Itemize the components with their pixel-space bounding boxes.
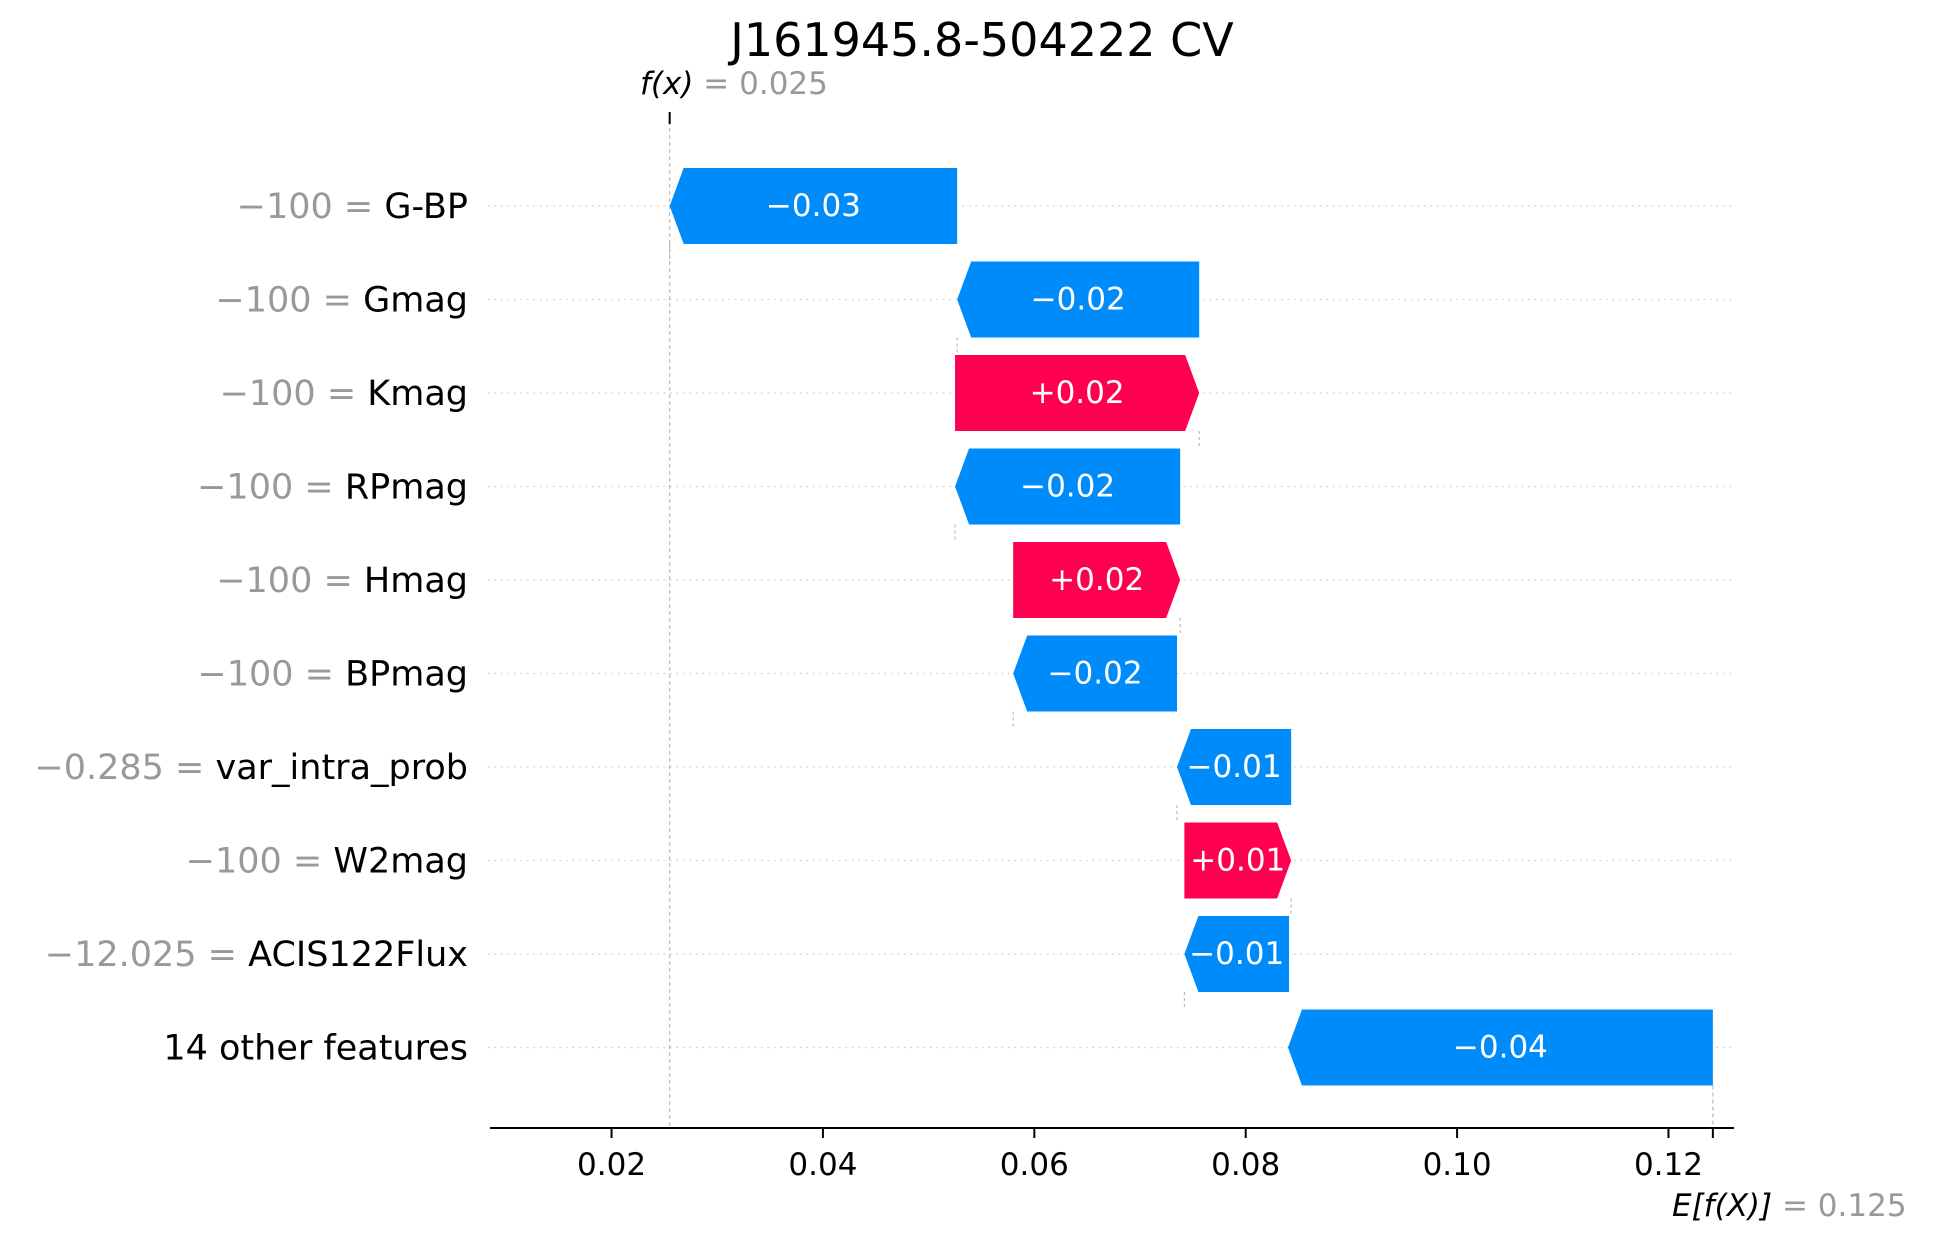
bar-value-label: +0.02 [1049, 562, 1144, 598]
efx-label: E[f(X)] [1672, 1188, 1772, 1224]
feature-name: W2mag [333, 842, 468, 882]
feature-value: −100 = [197, 468, 345, 508]
shap-bar [955, 448, 1181, 525]
shap-bar [669, 168, 958, 244]
shap-bar [1184, 822, 1292, 899]
bar-value-label: −0.01 [1187, 749, 1282, 785]
chart-title: J161945.8-504222 CV [727, 13, 1234, 67]
feature-label: 14 other features [163, 1029, 468, 1069]
feature-label: −100 = W2mag [186, 842, 468, 882]
feature-name: Gmag [363, 281, 468, 321]
bar-value-label: −0.02 [1031, 282, 1126, 318]
x-tick-label: 0.08 [1211, 1147, 1280, 1183]
efx-value: = 0.125 [1772, 1188, 1906, 1224]
feature-value: −100 = [216, 561, 364, 601]
feature-label: −100 = G-BP [237, 187, 468, 227]
bar-value-label: +0.02 [1030, 375, 1125, 411]
shap-bar [1013, 635, 1178, 712]
bar-value-label: +0.01 [1190, 843, 1285, 879]
feature-label: −0.285 = var_intra_prob [34, 748, 468, 788]
x-tick-label: 0.06 [1000, 1147, 1069, 1183]
x-tick-label: 0.10 [1423, 1147, 1492, 1183]
shap-bar [955, 355, 1200, 431]
efx-annotation: E[f(X)] = 0.125 [1672, 1188, 1907, 1224]
shap-bar [1287, 1009, 1713, 1086]
feature-label: −100 = Hmag [216, 561, 468, 601]
annotations: f(x) = 0.025 E[f(X)] = 0.125 [640, 66, 1907, 1224]
x-tick-label: 0.12 [1634, 1147, 1703, 1183]
x-axis: 0.02 0.04 0.06 0.08 0.10 0.12 [490, 1127, 1734, 1183]
feature-name: RPmag [345, 468, 468, 508]
feature-value: −100 = [215, 281, 363, 321]
chart-marks: −0.03 −0.02 +0.02 −0.02 +0.02 −0.02 −0.01 +0.01… [668, 112, 1714, 1128]
fx-annotation: f(x) = 0.025 [640, 66, 828, 102]
feature-value: −100 = [220, 374, 368, 414]
feature-value: −100 = [186, 842, 334, 882]
feature-value: −100 = [197, 655, 345, 695]
feature-name: Kmag [367, 374, 468, 414]
feature-value: −100 = [237, 187, 385, 227]
feature-rows: −100 = G-BP−100 = Gmag−100 = Kmag−100 = … [34, 187, 1732, 1069]
shap-bar [957, 261, 1200, 338]
feature-name: ACIS122Flux [248, 935, 468, 975]
shap-bar [1013, 542, 1181, 618]
bar-value-label: −0.03 [766, 188, 861, 224]
bar-value-label: −0.02 [1020, 469, 1115, 505]
x-tick-label: 0.04 [788, 1147, 857, 1183]
bar-value-label: −0.04 [1453, 1030, 1548, 1066]
feature-label: −100 = RPmag [197, 468, 468, 508]
bar-value-label: −0.01 [1189, 936, 1284, 972]
feature-label: −12.025 = ACIS122Flux [45, 935, 468, 975]
feature-name: var_intra_prob [216, 748, 469, 788]
feature-name: BPmag [345, 655, 468, 695]
bar-value-label: −0.02 [1048, 656, 1143, 692]
fx-value: = 0.025 [693, 66, 827, 102]
feature-name: G-BP [384, 187, 468, 227]
feature-label: −100 = Gmag [215, 281, 468, 321]
x-tick-label: 0.02 [577, 1147, 646, 1183]
shap-bar [1177, 729, 1292, 805]
fx-label: f(x) [640, 66, 693, 102]
shap-bar [1184, 916, 1290, 992]
feature-label: −100 = Kmag [220, 374, 468, 414]
feature-name: 14 other features [163, 1029, 468, 1069]
feature-value: −0.285 = [34, 748, 215, 788]
feature-name: Hmag [364, 561, 468, 601]
feature-value: −12.025 = [45, 935, 248, 975]
feature-label: −100 = BPmag [197, 655, 468, 695]
